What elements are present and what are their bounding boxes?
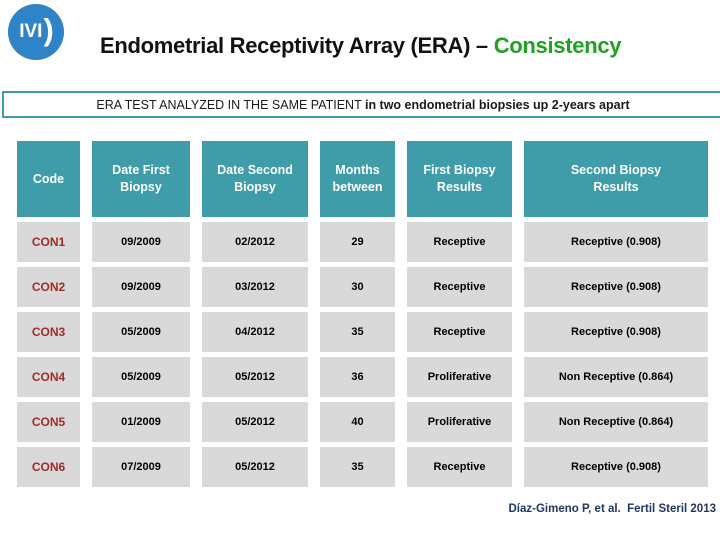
page-title-highlight: Consistency <box>493 33 622 58</box>
banner-text-bold: in two endometrial biopsies up 2-years a… <box>364 97 630 112</box>
page-title-main: Endometrial Receptivity Array (ERA) – <box>100 33 494 58</box>
cell-first-result: Receptive <box>407 312 512 352</box>
column-header-first-biopsy-results: First Biopsy Results <box>407 141 512 217</box>
cell-second-result: Receptive (0.908) <box>524 222 708 262</box>
cell-date-first: 09/2009 <box>92 267 190 307</box>
cell-first-result: Receptive <box>407 447 512 487</box>
cell-first-result: Proliferative <box>407 357 512 397</box>
ivi-logo-text: IVI <box>19 21 43 42</box>
cell-code: CON3 <box>17 312 80 352</box>
cell-date-second: 04/2012 <box>202 312 308 352</box>
cell-second-result: Receptive (0.908) <box>524 312 708 352</box>
banner-text-normal: ERA TEST ANALYZED IN THE SAME PATIENT <box>96 97 365 112</box>
cell-second-result: Receptive (0.908) <box>524 267 708 307</box>
cell-code: CON4 <box>17 357 80 397</box>
cell-code: CON2 <box>17 267 80 307</box>
cell-date-first: 05/2009 <box>92 312 190 352</box>
cell-code: CON5 <box>17 402 80 442</box>
cell-code: CON6 <box>17 447 80 487</box>
cell-months: 29 <box>320 222 395 262</box>
banner-box: ERA TEST ANALYZED IN THE SAME PATIENT in… <box>2 91 720 118</box>
column-header-months-between: Months between <box>320 141 395 217</box>
cell-date-second: 05/2012 <box>202 357 308 397</box>
table-row: CON6 07/2009 05/2012 35 Receptive Recept… <box>17 447 708 487</box>
cell-months: 35 <box>320 312 395 352</box>
cell-date-second: 02/2012 <box>202 222 308 262</box>
cell-months: 40 <box>320 402 395 442</box>
citation: Díaz-Gimeno P, et al. Fertil Steril 2013 <box>508 503 716 515</box>
table-row: CON5 01/2009 05/2012 40 Proliferative No… <box>17 402 708 442</box>
cell-months: 36 <box>320 357 395 397</box>
column-header-code: Code <box>17 141 80 217</box>
cell-date-second: 03/2012 <box>202 267 308 307</box>
page-title: Endometrial Receptivity Array (ERA) – Co… <box>100 33 622 59</box>
cell-date-first: 01/2009 <box>92 402 190 442</box>
table-row: CON3 05/2009 04/2012 35 Receptive Recept… <box>17 312 708 352</box>
cell-second-result: Non Receptive (0.864) <box>524 402 708 442</box>
cell-code: CON1 <box>17 222 80 262</box>
ivi-logo: IVI ) <box>8 4 64 60</box>
cell-first-result: Proliferative <box>407 402 512 442</box>
cell-second-result: Receptive (0.908) <box>524 447 708 487</box>
column-header-date-second-biopsy: Date Second Biopsy <box>202 141 308 217</box>
cell-date-first: 05/2009 <box>92 357 190 397</box>
cell-months: 30 <box>320 267 395 307</box>
cell-date-second: 05/2012 <box>202 402 308 442</box>
cell-second-result: Non Receptive (0.864) <box>524 357 708 397</box>
table-row: CON4 05/2009 05/2012 36 Proliferative No… <box>17 357 708 397</box>
cell-months: 35 <box>320 447 395 487</box>
table-header-row: Code Date First Biopsy Date Second Biops… <box>17 141 708 217</box>
cell-first-result: Receptive <box>407 222 512 262</box>
cell-first-result: Receptive <box>407 267 512 307</box>
table-row: CON2 09/2009 03/2012 30 Receptive Recept… <box>17 267 708 307</box>
era-consistency-table: Code Date First Biopsy Date Second Biops… <box>5 136 720 492</box>
ivi-logo-paren-icon: ) <box>43 12 54 47</box>
cell-date-second: 05/2012 <box>202 447 308 487</box>
column-header-date-first-biopsy: Date First Biopsy <box>92 141 190 217</box>
cell-date-first: 09/2009 <box>92 222 190 262</box>
table-row: CON1 09/2009 02/2012 29 Receptive Recept… <box>17 222 708 262</box>
cell-date-first: 07/2009 <box>92 447 190 487</box>
column-header-second-biopsy-results: Second Biopsy Results <box>524 141 708 217</box>
